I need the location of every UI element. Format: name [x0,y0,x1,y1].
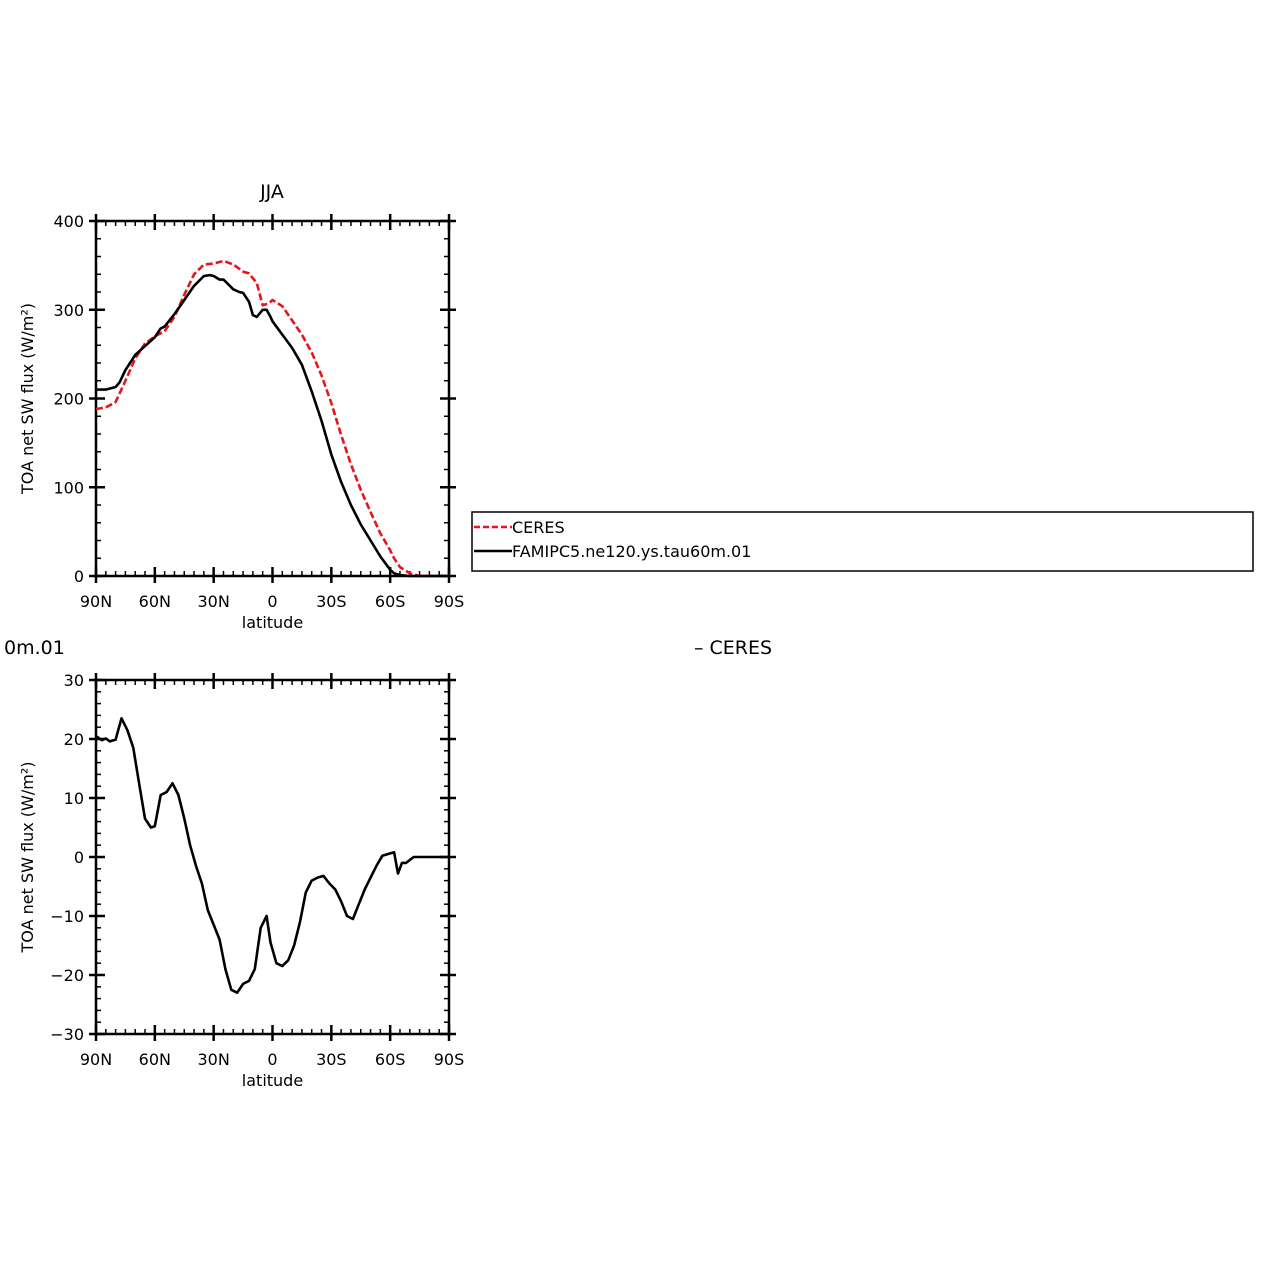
top-xtick-label: 90S [434,592,465,611]
bottom-xtick-label: 90N [80,1050,112,1069]
bottom-xtick-label: 60N [139,1050,171,1069]
top-xtick-label: 30S [316,592,347,611]
bottom-ytick-label: −10 [50,907,84,926]
top-frame [94,219,451,578]
bottom-panel-title-left: 0m.01 [4,637,65,659]
bottom-ytick-label: 10 [64,789,84,808]
bottom-xtick-label: 30S [316,1050,347,1069]
bottom-ytick-label: 30 [64,671,84,690]
bottom-ytick-label: −30 [50,1025,84,1044]
top-xtick-label: 60S [375,592,406,611]
top-xlabel: latitude [242,613,303,632]
legend: CERES FAMIPC5.ne120.ys.tau60m.01 [471,511,1254,572]
bottom-series-difference [95,717,449,994]
bottom-xtick-label: 60S [375,1050,406,1069]
top-xtick-label: 30N [198,592,230,611]
legend-label-ceres: CERES [512,518,565,537]
top-ytick-label: 400 [53,212,84,231]
top-ytick-label: 0 [74,567,84,586]
bottom-ylabel: TOA net SW flux (W/m²) [18,762,37,954]
top-panel-title: JJA [259,181,284,203]
top-panel: 90N 60N 30N 0 30S 60S 90S 0 100 200 300 400 latitude… [18,212,464,632]
top-series-model [96,273,449,578]
legend-box [471,511,1254,572]
bottom-panel-title-right: – CERES [694,637,772,659]
bottom-xlabel: latitude [242,1071,303,1090]
bottom-ytick-label: 20 [64,730,84,749]
top-xtick-label: 90N [80,592,112,611]
bottom-ytick-label: 0 [74,848,84,867]
top-series-ceres [95,259,449,578]
top-ylabel: TOA net SW flux (W/m²) [18,303,37,495]
bottom-xtick-label: 0 [267,1050,277,1069]
legend-label-model: FAMIPC5.ne120.ys.tau60m.01 [512,542,751,561]
top-ytick-label: 100 [53,478,84,497]
bottom-panel: 90N 60N 30N 0 30S 60S 90S −30 −20 −10 0 10 20 30 latit… [18,671,464,1090]
top-ytick-label: 200 [53,390,84,409]
top-xtick-label: 60N [139,592,171,611]
bottom-ytick-label: −20 [50,966,84,985]
bottom-xtick-label: 90S [434,1050,465,1069]
bottom-xtick-label: 30N [198,1050,230,1069]
top-ytick-label: 300 [53,301,84,320]
top-xtick-label: 0 [267,592,277,611]
